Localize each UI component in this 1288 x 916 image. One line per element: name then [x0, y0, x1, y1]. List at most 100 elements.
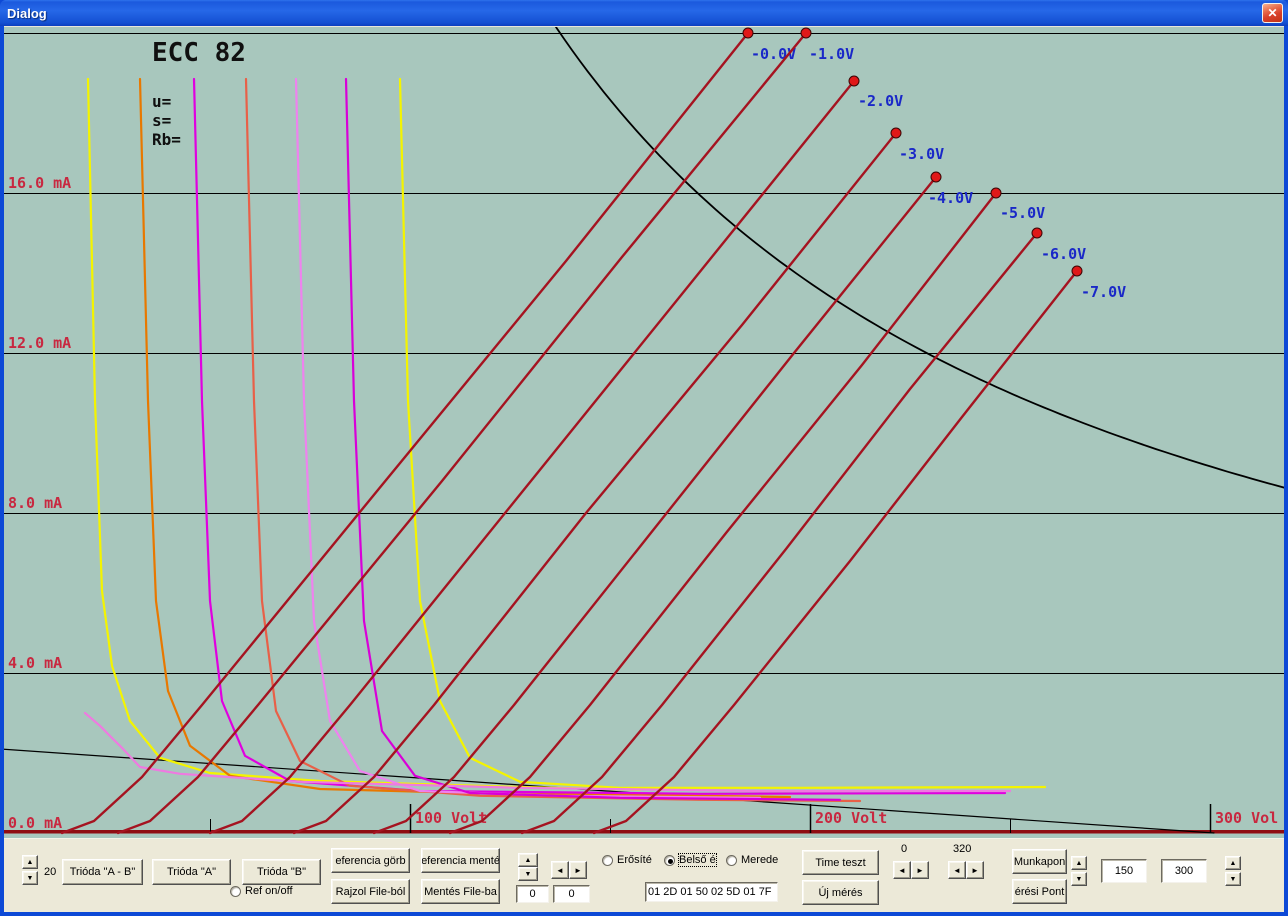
mentes-fileba-button[interactable]: Mentés File-ba: [421, 879, 500, 904]
x-value-field[interactable]: [516, 885, 549, 903]
anode-curve--4.0V: [372, 175, 938, 835]
arrow-left-icon[interactable]: ◄: [893, 861, 911, 879]
chart-title: ECC 82: [152, 38, 246, 68]
x-axis-label-200: 200 Volt: [815, 809, 887, 827]
trioda-ab-button[interactable]: Trióda "A - B": [62, 859, 143, 885]
title-bar[interactable]: Dialog ✕: [0, 0, 1288, 26]
chart-annotation-1: s=: [152, 111, 171, 130]
v2-field[interactable]: [1161, 859, 1207, 883]
endpoint-dot--1.0V: [800, 27, 812, 39]
spin-down-icon[interactable]: ▼: [518, 867, 538, 881]
load-line: [4, 748, 1215, 834]
ref-onoff-radio-label: Ref on/off: [245, 885, 293, 897]
endpoint-dot--7.0V: [1071, 265, 1083, 277]
mirror-orchid: [83, 711, 1012, 793]
ref-onoff-radio-circle[interactable]: [230, 885, 241, 897]
close-icon[interactable]: ✕: [1262, 3, 1283, 23]
counter-b-label: 320: [953, 843, 972, 855]
curve-label--6.0V: -6.0V: [1041, 245, 1086, 263]
anode-curve--3.0V: [292, 131, 898, 835]
toolbar: ▲ ▼ 20 Trióda "A - B" Trióda "A" Trióda …: [4, 838, 1284, 912]
y-axis-label-4: 4.0 mA: [8, 654, 62, 672]
arrow-left-icon[interactable]: ◄: [551, 861, 569, 879]
spin-up-icon[interactable]: ▲: [518, 853, 538, 867]
belso-radio[interactable]: Belső é: [664, 853, 717, 867]
arrow-right-icon[interactable]: ►: [911, 861, 929, 879]
endpoint-dot--5.0V: [990, 187, 1002, 199]
hex-data-field[interactable]: [645, 882, 778, 902]
erosites-radio-label: Erősíté: [617, 854, 652, 866]
y-axis-label-8: 8.0 mA: [8, 494, 62, 512]
time-teszt-button[interactable]: Time teszt: [802, 850, 879, 875]
x-axis-label-300: 300 Vol: [1215, 809, 1278, 827]
chart-canvas: 100 Volt 200 Volt 300 Vol 16.0 mA 12.0 mA 8.0…: [4, 27, 1284, 835]
x-axis-label-100: 100 Volt: [415, 809, 487, 827]
curve-label--2.0V: -2.0V: [858, 92, 903, 110]
arrow-right-icon[interactable]: ►: [569, 861, 587, 879]
munkapont-button[interactable]: Munkapon: [1012, 849, 1067, 874]
referencia-gorbe-button[interactable]: eferencia görb: [331, 848, 410, 873]
mirror-magenta-1: [192, 77, 1007, 795]
curve-label--4.0V: -4.0V: [928, 189, 973, 207]
y-axis-label-0: 0.0 mA: [8, 814, 62, 832]
xy-spinner[interactable]: ▲ ▼: [518, 853, 538, 881]
spin-up-icon[interactable]: ▲: [22, 855, 38, 869]
meresi-pont-button[interactable]: érési Pont: [1012, 879, 1067, 904]
anode-curve--7.0V: [592, 269, 1079, 835]
spin-down-icon[interactable]: ▼: [1225, 872, 1241, 886]
ref-onoff-radio[interactable]: Ref on/off: [230, 885, 293, 897]
y-axis-label-16: 16.0 mA: [8, 174, 71, 192]
endpoint-dot--3.0V: [890, 127, 902, 139]
curve-label--5.0V: -5.0V: [1000, 204, 1045, 222]
xy-arrows[interactable]: ◄ ►: [551, 861, 587, 879]
counter-b-arrows[interactable]: ◄ ►: [948, 861, 984, 879]
preset-value-label: 20: [44, 866, 57, 878]
spin-down-icon[interactable]: ▼: [1071, 872, 1087, 886]
arrow-left-icon[interactable]: ◄: [948, 861, 966, 879]
y-axis-label-12: 12.0 mA: [8, 334, 71, 352]
uj-meres-button[interactable]: Új mérés: [802, 880, 879, 905]
anode-curve--5.0V: [448, 191, 998, 835]
spin-up-icon[interactable]: ▲: [1071, 856, 1087, 870]
erosites-radio[interactable]: Erősíté: [602, 854, 652, 866]
window-title: Dialog: [7, 5, 47, 21]
v1-field[interactable]: [1101, 859, 1147, 883]
erosites-radio-circle[interactable]: [602, 854, 613, 866]
curve-label--7.0V: -7.0V: [1081, 283, 1126, 301]
endpoint-dot--4.0V: [930, 171, 942, 183]
meredekseg-radio[interactable]: Merede: [726, 854, 781, 866]
arrow-right-icon[interactable]: ►: [966, 861, 984, 879]
referencia-mentes-button[interactable]: eferencia menté: [421, 848, 500, 873]
preset-spinner[interactable]: ▲ ▼: [22, 855, 38, 885]
curve-label--1.0V: -1.0V: [809, 45, 854, 63]
endpoint-dot--6.0V: [1031, 227, 1043, 239]
anode-curve--0.0V: [60, 31, 750, 835]
belso-radio-circle[interactable]: [664, 854, 675, 866]
spin-down-icon[interactable]: ▼: [22, 871, 38, 885]
mirror-orange: [138, 77, 792, 799]
power-dissipation-curve: [555, 27, 1284, 489]
chart-annotation-0: u=: [152, 92, 171, 111]
tube-curves-chart: 100 Volt 200 Volt 300 Vol 16.0 mA 12.0 mA 8.0…: [4, 26, 1284, 838]
x-axis-line: [4, 830, 1284, 834]
v1-spinner[interactable]: ▲ ▼: [1071, 856, 1087, 886]
anode-curve--2.0V: [208, 79, 856, 835]
trioda-b-button[interactable]: Trióda "B": [242, 859, 321, 885]
curve-label--3.0V: -3.0V: [899, 145, 944, 163]
meredekseg-radio-circle[interactable]: [726, 854, 737, 866]
rajzol-filebol-button[interactable]: Rajzol File-ból: [331, 879, 410, 904]
trioda-a-button[interactable]: Trióda "A": [152, 859, 231, 885]
v2-spinner[interactable]: ▲ ▼: [1225, 856, 1241, 886]
counter-a-arrows[interactable]: ◄ ►: [893, 861, 929, 879]
mirror-yellow-1: [86, 77, 642, 791]
belso-radio-label: Belső é: [678, 853, 717, 867]
counter-a-label: 0: [901, 843, 908, 855]
anode-curve--6.0V: [520, 231, 1039, 835]
meredekseg-radio-label: Merede: [741, 854, 779, 866]
y-value-field[interactable]: [553, 885, 590, 903]
endpoint-dot--0.0V: [742, 27, 754, 39]
mirror-magenta-2: [344, 77, 842, 801]
anode-curve--1.0V: [116, 31, 808, 835]
spin-up-icon[interactable]: ▲: [1225, 856, 1241, 870]
